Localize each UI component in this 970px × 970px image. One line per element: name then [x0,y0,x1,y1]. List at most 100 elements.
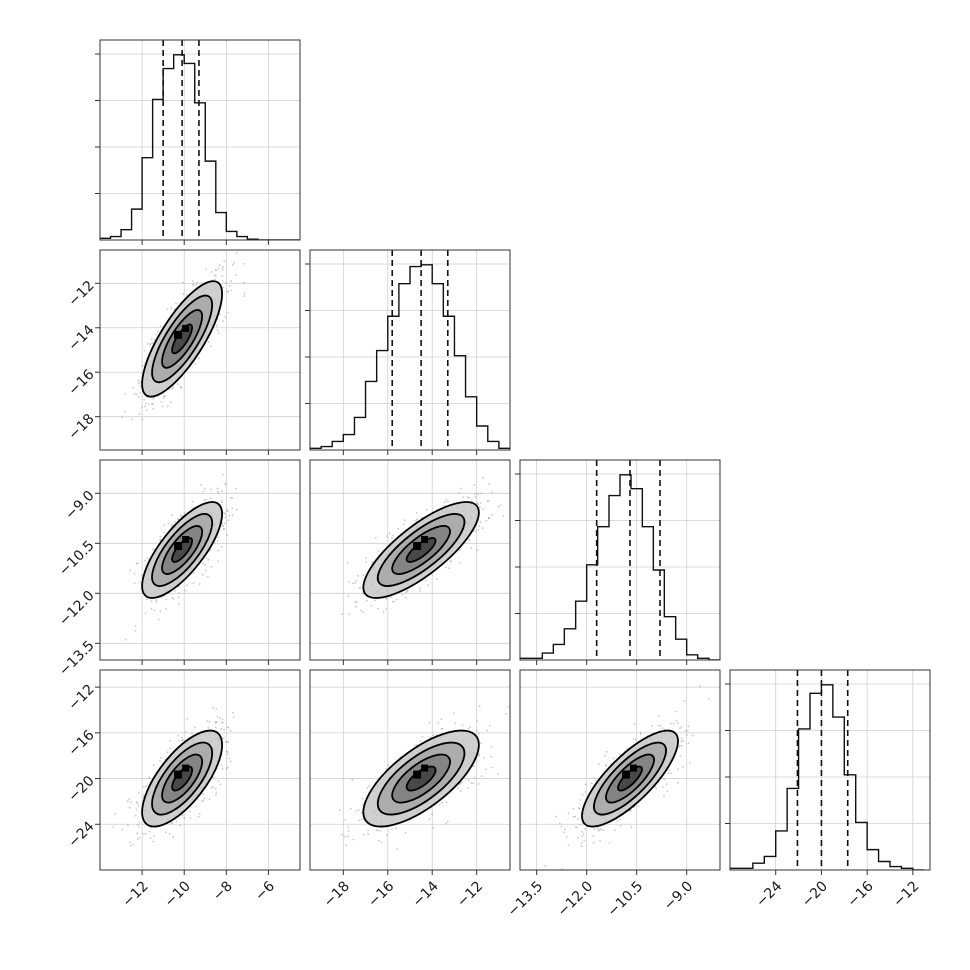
scatter-point [488,517,490,519]
scatter-point [114,813,116,815]
scatter-point [226,509,229,512]
scatter-point [242,262,245,265]
scatter-point [354,600,357,603]
scatter-point [210,345,212,348]
scatter-point [227,311,230,314]
scatter-point [415,519,417,522]
scatter-point [445,801,448,804]
scatter-point [440,718,443,721]
scatter-point [235,508,238,511]
scatter-point [143,349,146,352]
contour-line [141,280,224,398]
scatter-point [230,496,232,499]
histogram-1 [310,264,510,450]
scatter-point [169,401,172,403]
scatter-point [159,325,162,327]
scatter-point [486,500,489,503]
scatter-point [177,596,180,598]
scatter-point [136,823,139,826]
scatter-point [183,816,186,819]
scatter-point [370,604,373,607]
scatter-point [226,510,229,512]
scatter-point [186,584,188,586]
scatter-point [352,838,355,841]
scatter-point [221,721,224,724]
scatter-point [687,725,690,728]
scatter-point [458,549,461,552]
scatter-point [477,503,480,506]
x-tick-label: −18 [321,878,353,910]
scatter-point [204,498,207,501]
scatter-point [441,801,443,804]
scatter-point [155,333,158,336]
scatter-point [144,560,146,562]
scatter-point [170,524,173,526]
scatter-point [152,397,155,400]
scatter-point [362,574,364,576]
scatter-point [564,828,567,830]
scatter-point [230,280,232,283]
scatter-point [419,590,421,592]
scatter-point [392,600,394,603]
scatter-point [235,252,238,254]
scatter-point [150,338,153,341]
scatter-point [427,584,430,587]
scatter-point [175,302,178,305]
panel-frame [99,459,301,661]
scatter-point [221,501,224,504]
scatter-point [632,738,635,740]
scatter-point [131,418,134,421]
scatter-point [202,573,204,576]
scatter-point [137,791,140,794]
scatter-point [365,556,367,559]
scatter-point [365,561,368,563]
scatter-point [401,594,404,596]
contour-line [161,525,204,575]
scatter-point [203,499,206,502]
scatter-point [179,514,182,517]
scatter-point [169,747,172,750]
scatter-point [344,819,346,821]
y-tick-label: −12.0 [56,588,98,630]
scatter-point [192,283,195,285]
scatter-point [222,528,225,531]
scatter-point [212,786,215,788]
density-peak [174,770,183,779]
contour-line [362,729,480,828]
scatter-point [482,508,485,510]
scatter-point [221,524,224,526]
scatter-point [428,721,431,724]
pair-panel-2-1 [309,459,511,665]
scatter-point [174,589,176,592]
scatter-point [432,827,435,829]
scatter-point [144,612,147,614]
scatter-point [208,798,211,801]
scatter-point [377,839,380,842]
scatter-point [204,569,207,572]
scatter-point [347,830,350,833]
scatter-point [368,785,370,787]
scatter-point [149,837,152,839]
x-tick-label: −12 [120,878,152,910]
scatter-point [217,332,220,334]
scatter-point [584,783,587,786]
density-peak [174,330,183,339]
scatter-point [136,832,139,835]
scatter-point [224,482,227,485]
scatter-point [497,505,500,508]
scatter-point [219,264,221,267]
scatter-point [215,269,218,271]
scatter-point [200,483,202,486]
scatter-point [392,600,395,603]
scatter-point [579,823,581,826]
scatter-point [172,836,175,839]
scatter-point [161,405,164,408]
scatter-point [227,741,230,744]
scatter-point [662,786,664,788]
scatter-point [687,742,690,745]
scatter-point [235,487,237,490]
scatter-point [479,506,481,509]
scatter-point [213,274,216,277]
scatter-point [572,807,575,810]
scatter-point [445,498,447,501]
